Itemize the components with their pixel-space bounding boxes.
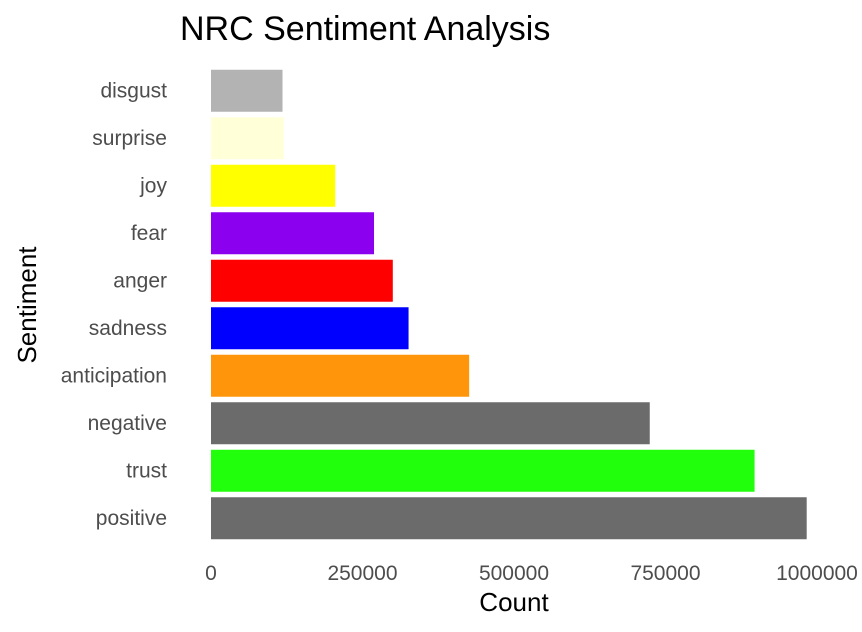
bar-anger — [211, 259, 393, 302]
x-tick-label-750000: 750000 — [630, 562, 700, 585]
bar-sadness — [211, 307, 409, 350]
y-tick-label-disgust: disgust — [100, 79, 167, 102]
x-tick-label-250000: 250000 — [327, 562, 397, 585]
y-tick-label-trust: trust — [126, 459, 167, 482]
bar-positive — [211, 497, 807, 540]
chart-title: NRC Sentiment Analysis — [180, 10, 550, 48]
bar-fear — [211, 212, 375, 255]
bar-negative — [211, 402, 650, 445]
y-tick-label-anticipation: anticipation — [61, 364, 167, 387]
bars-group — [211, 69, 807, 540]
bar-joy — [211, 164, 336, 207]
x-tick-labels: 0 250000 500000 750000 1000000 — [205, 562, 858, 585]
x-axis-title: Count — [479, 587, 549, 617]
y-axis-title: Sentiment — [12, 246, 42, 364]
y-tick-label-joy: joy — [139, 174, 167, 197]
bar-anticipation — [211, 354, 470, 397]
bar-disgust — [211, 69, 283, 112]
x-tick-label-500000: 500000 — [479, 562, 549, 585]
bar-trust — [211, 449, 755, 492]
y-tick-label-anger: anger — [113, 269, 167, 292]
y-tick-label-surprise: surprise — [92, 127, 167, 150]
y-tick-label-fear: fear — [131, 222, 167, 245]
x-tick-label-0: 0 — [205, 562, 217, 585]
x-tick-label-1000000: 1000000 — [776, 562, 858, 585]
y-tick-label-sadness: sadness — [89, 317, 167, 340]
y-tick-labels: positive trust negative anticipation sadness… — [61, 79, 168, 530]
bar-surprise — [211, 117, 284, 160]
y-tick-label-positive: positive — [96, 507, 167, 530]
y-tick-label-negative: negative — [88, 412, 167, 435]
